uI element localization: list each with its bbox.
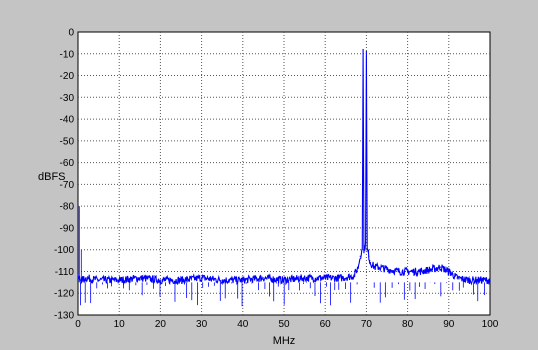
trace-point [180, 279, 182, 281]
trace-point [489, 279, 491, 281]
y-tick-label: -130 [54, 311, 74, 322]
trace-point [369, 262, 372, 264]
trace-point [118, 279, 120, 281]
x-tick-label: 60 [320, 319, 332, 330]
trace-point [353, 275, 355, 277]
x-tick-label: 40 [237, 319, 249, 330]
trace-point [378, 266, 380, 268]
trace-point [221, 279, 223, 281]
y-tick-label: -50 [60, 136, 75, 147]
trace-point [359, 255, 361, 257]
trace-point [366, 249, 368, 251]
y-tick-label: -20 [60, 71, 75, 82]
x-tick-label: 100 [482, 319, 499, 330]
trace-point [365, 50, 367, 53]
trace-point [431, 268, 433, 270]
trace-point [98, 279, 100, 281]
y-tick-label: -70 [60, 180, 75, 191]
trace-point [324, 277, 326, 279]
trace-point [481, 279, 483, 281]
y-tick-label: -100 [54, 245, 74, 256]
trace-point [159, 279, 161, 281]
trace-point [419, 270, 421, 273]
trace-point [364, 246, 366, 249]
trace-point [439, 266, 442, 268]
trace-layer [77, 48, 491, 286]
x-tick-label: 30 [196, 319, 208, 330]
trace-point [283, 279, 285, 281]
trace-point [77, 277, 79, 279]
x-tick-label: 10 [114, 319, 126, 330]
trace-point [363, 249, 365, 251]
x-tick-label: 20 [155, 319, 167, 330]
trace-point [368, 255, 370, 257]
trace-point [374, 266, 376, 268]
x-axis-label: MHz [273, 335, 296, 347]
spur-lines [78, 206, 490, 307]
trace-point [468, 279, 470, 281]
y-axis-label: dBFS [38, 171, 66, 183]
y-tick-label: -80 [60, 202, 75, 213]
y-tick-label: -90 [60, 223, 75, 234]
trace-point [407, 270, 409, 273]
trace-point [85, 277, 87, 279]
trace-point [262, 277, 264, 279]
trace-point [369, 259, 371, 262]
x-tick-labels: 0 10 20 30 40 50 60 70 80 90 100 [75, 319, 499, 330]
trace-point [367, 251, 369, 253]
trace-point [242, 279, 244, 281]
trace-point [357, 266, 359, 268]
trace-point [386, 268, 388, 270]
trace-point [201, 277, 203, 279]
x-tick-label: 90 [443, 319, 455, 330]
trace-point [362, 48, 364, 51]
y-tick-label: -120 [54, 289, 74, 300]
trace-point [139, 277, 141, 279]
trace-point [81, 279, 83, 281]
y-tick-label: -110 [55, 267, 75, 278]
x-tick-label: 50 [278, 319, 290, 330]
x-tick-label: 70 [361, 319, 373, 330]
trace-point [448, 270, 450, 273]
trace-point [398, 270, 400, 273]
trace-point [361, 249, 363, 251]
y-tick-labels: 0 -10 -20 -30 -40 -50 -60 -70 -80 -90 -100 -110 -120… [54, 28, 74, 322]
trace-point [456, 277, 458, 279]
y-tick-label: -40 [60, 115, 75, 126]
spectrum-trace [77, 49, 491, 286]
x-tick-label: 0 [75, 319, 81, 330]
trace-point [364, 242, 367, 244]
y-tick-label: 0 [68, 28, 74, 39]
trace-point [341, 277, 343, 279]
y-tick-label: -30 [60, 93, 75, 104]
y-tick-label: -10 [60, 49, 75, 60]
x-tick-label: 80 [402, 319, 414, 330]
y-tick-label: -60 [60, 158, 75, 169]
trace-point [304, 277, 306, 279]
